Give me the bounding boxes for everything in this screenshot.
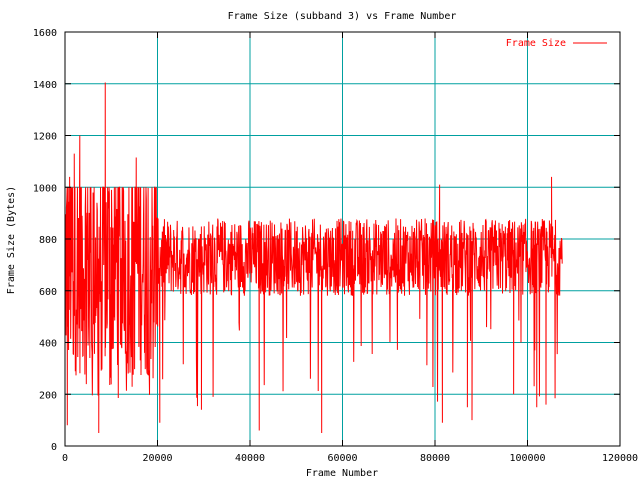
legend: Frame Size — [506, 38, 607, 49]
y-tick-label: 1600 — [33, 28, 57, 39]
x-tick-label: 20000 — [142, 453, 172, 464]
y-tick-label: 800 — [39, 235, 57, 246]
x-tick-label: 0 — [62, 453, 68, 464]
y-tick-label: 1200 — [33, 132, 57, 143]
axis-ticks: 0 200 400 600 800 1000 1200 1400 1600 0 20000 40000… — [33, 28, 638, 464]
x-tick-label: 120000 — [602, 453, 638, 464]
x-axis-label: Frame Number — [306, 468, 378, 479]
y-tick-label: 600 — [39, 287, 57, 298]
y-tick-label: 0 — [51, 442, 57, 453]
y-tick-label: 200 — [39, 390, 57, 401]
y-tick-label: 1400 — [33, 80, 57, 91]
y-tick-label: 400 — [39, 339, 57, 350]
y-axis-label: Frame Size (Bytes) — [6, 186, 17, 294]
y-tick-label: 1000 — [33, 183, 57, 194]
x-tick-label: 80000 — [420, 453, 450, 464]
x-tick-label: 100000 — [509, 453, 545, 464]
chart-title: Frame Size (subband 3) vs Frame Number — [228, 11, 457, 22]
x-tick-label: 40000 — [235, 453, 265, 464]
legend-label-frame-size: Frame Size — [506, 38, 566, 49]
x-tick-label: 60000 — [327, 453, 357, 464]
series-line-frame-size — [64, 82, 563, 434]
series-layer — [64, 82, 563, 434]
